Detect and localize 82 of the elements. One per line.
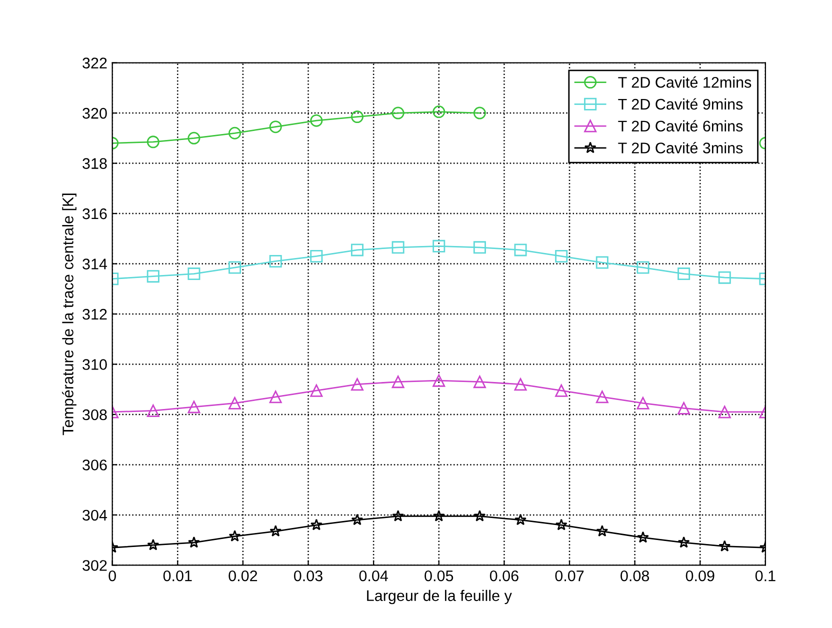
point xyxy=(473,106,486,120)
x-tick-label: 0.08 xyxy=(620,570,650,582)
y-tick-label: 318 xyxy=(82,158,107,169)
point xyxy=(228,126,242,140)
x-tick-label: 0.04 xyxy=(359,570,388,582)
point xyxy=(146,270,160,283)
point xyxy=(147,538,160,550)
y-tick-label: 302 xyxy=(82,560,107,571)
point xyxy=(146,136,160,148)
point xyxy=(351,514,364,526)
legend-label: T 2D Cavité 6mins xyxy=(618,120,743,132)
legend-label: T 2D Cavité 12mins xyxy=(618,76,752,88)
y-tick-label: 312 xyxy=(82,308,107,320)
x-tick-label: 0.09 xyxy=(686,570,714,582)
point xyxy=(596,525,608,536)
point xyxy=(392,241,404,254)
point xyxy=(270,525,282,536)
point xyxy=(718,540,731,552)
point xyxy=(555,384,568,397)
y-tick-label: 310 xyxy=(82,359,107,370)
point xyxy=(636,261,650,274)
point xyxy=(514,514,526,526)
point xyxy=(636,396,650,410)
point xyxy=(310,114,323,127)
x-tick-label: 0 xyxy=(108,570,116,582)
point xyxy=(596,390,608,404)
point xyxy=(432,510,445,522)
point xyxy=(269,390,282,404)
point xyxy=(392,510,404,522)
y-tick-label: 316 xyxy=(82,208,107,220)
x-tick-label: 0.01 xyxy=(163,570,192,582)
point xyxy=(350,110,364,124)
point xyxy=(392,106,404,120)
y-tick-label: 306 xyxy=(82,460,107,470)
x-axis-title: Largeur de la feuille y xyxy=(367,590,512,604)
point xyxy=(146,404,160,417)
point xyxy=(555,250,568,262)
point xyxy=(188,268,200,280)
point xyxy=(228,396,242,410)
point xyxy=(188,536,200,548)
point xyxy=(555,518,568,530)
point xyxy=(269,120,282,134)
point xyxy=(310,518,322,530)
point xyxy=(310,384,323,397)
point xyxy=(474,510,486,522)
point xyxy=(392,376,404,388)
point xyxy=(678,402,690,414)
point xyxy=(350,244,364,256)
y-tick-label: 304 xyxy=(82,510,108,521)
point xyxy=(678,536,690,548)
point xyxy=(228,261,242,274)
x-tick-label: 0.07 xyxy=(555,570,584,582)
y-tick-label: 322 xyxy=(82,58,107,68)
point xyxy=(432,374,446,387)
point xyxy=(514,244,527,256)
point xyxy=(269,255,282,268)
x-tick-label: 0.06 xyxy=(490,570,518,582)
y-tick-label: 320 xyxy=(82,108,107,119)
y-tick-label: 308 xyxy=(82,409,107,420)
legend-label: T 2D Cavité 9mins xyxy=(618,98,743,110)
point xyxy=(718,271,731,284)
x-tick-label: 0.1 xyxy=(755,570,776,582)
point xyxy=(310,250,323,262)
point xyxy=(473,241,486,254)
x-tick-label: 0.05 xyxy=(424,570,454,582)
point xyxy=(473,376,486,388)
point xyxy=(514,378,527,391)
x-tick-label: 0.03 xyxy=(294,570,322,582)
point xyxy=(678,268,690,280)
point xyxy=(188,132,200,144)
point xyxy=(188,400,200,414)
point xyxy=(228,530,241,542)
legend-label: T 2D Cavité 3mins xyxy=(618,142,743,154)
x-tick-label: 0.02 xyxy=(228,570,258,582)
y-tick-label: 314 xyxy=(82,258,108,270)
point xyxy=(432,240,446,252)
point xyxy=(718,406,731,418)
point xyxy=(637,531,649,543)
point xyxy=(432,106,446,118)
point xyxy=(596,256,608,269)
point xyxy=(350,378,364,391)
y-axis-title: Température de la trace centrale [K] xyxy=(62,194,76,436)
